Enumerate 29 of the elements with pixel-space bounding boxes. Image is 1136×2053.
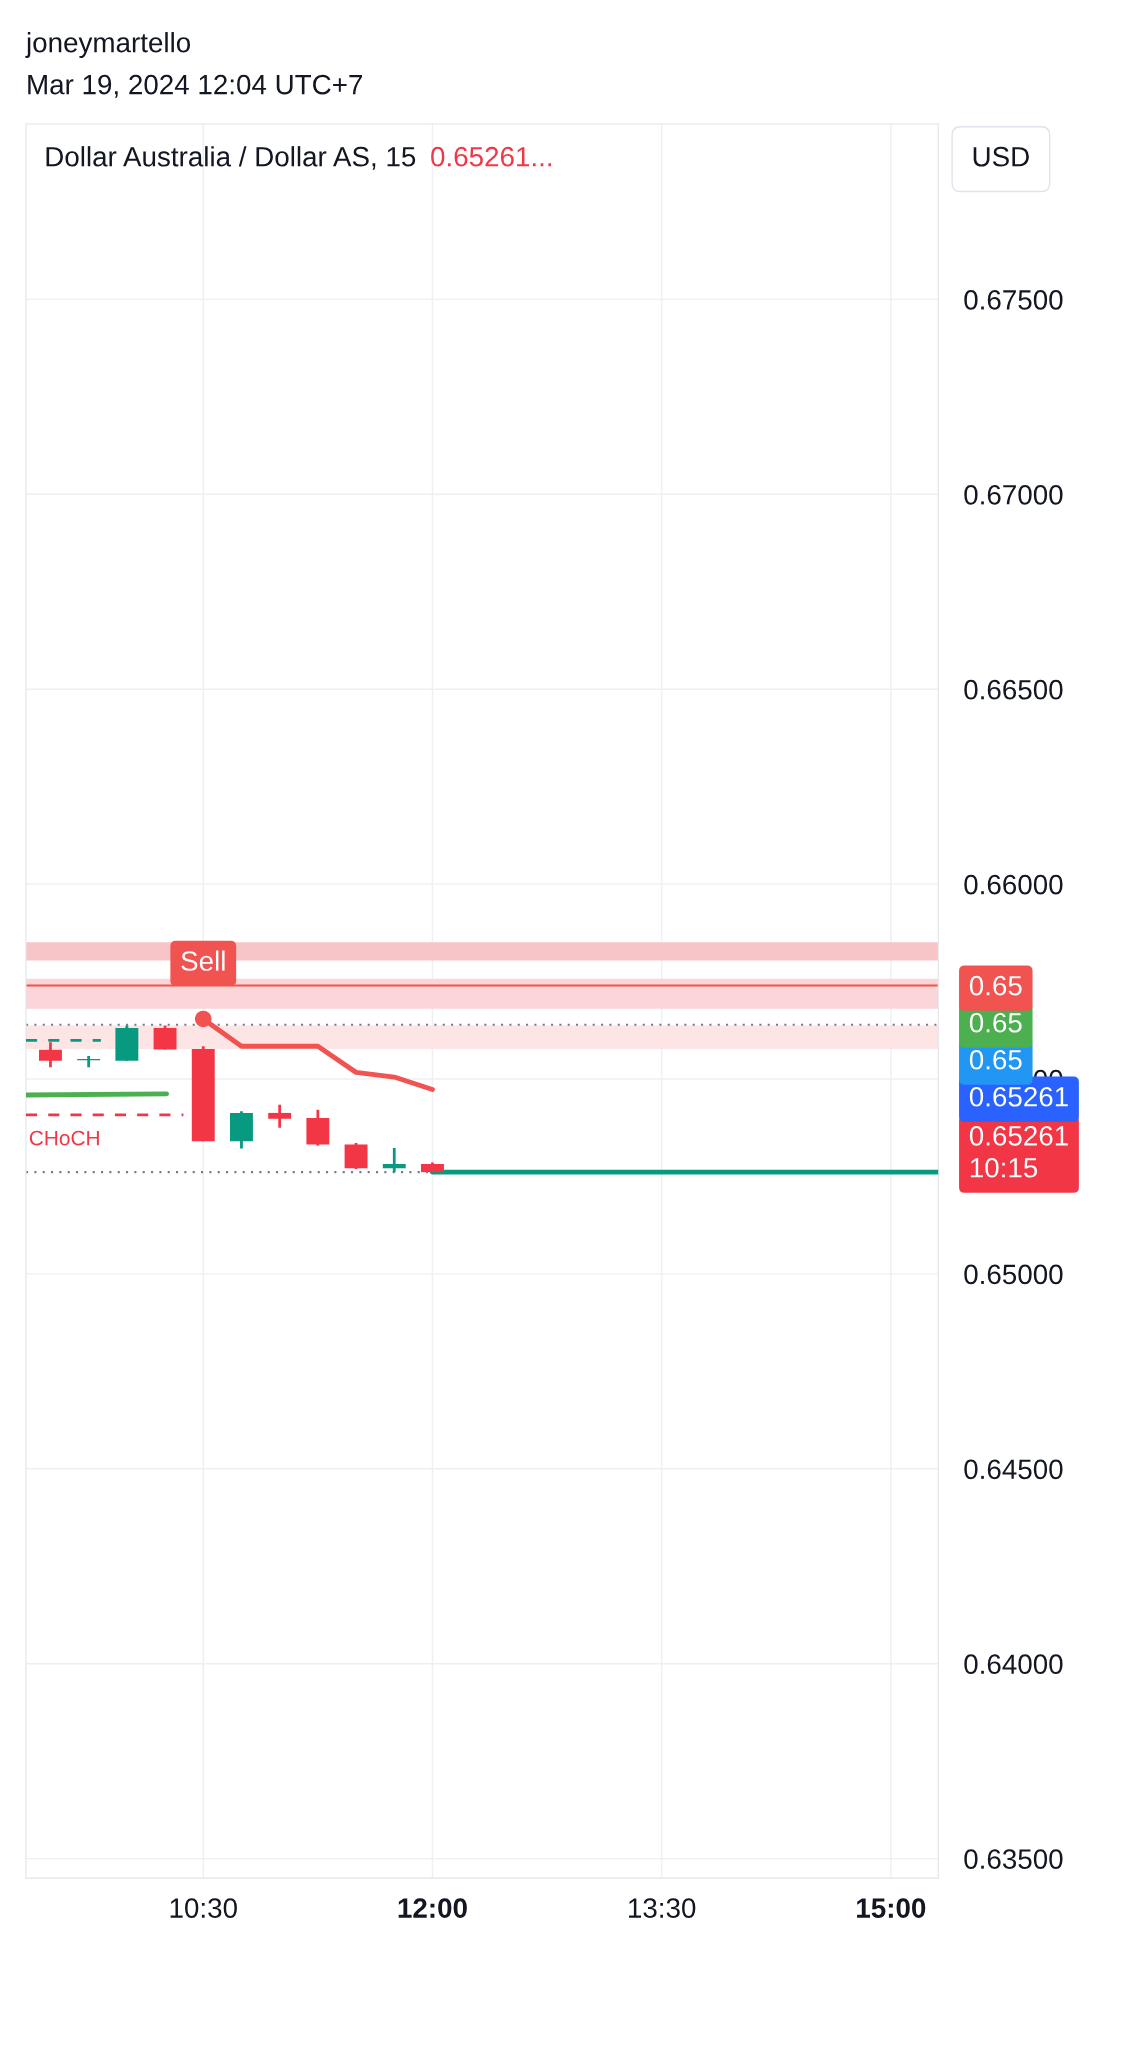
annotation: Sell [181, 950, 225, 971]
annotation: CHoCH [29, 1130, 99, 1146]
text: Dollar Australia / Dollar AS, 15 [46, 146, 416, 170]
candlestick [39, 1040, 62, 1069]
y-tick-label: 0.65000 [964, 1264, 1063, 1285]
x-tick-label: 10:30 [170, 1898, 237, 1918]
y-tick-label: 0.63500 [964, 1849, 1063, 1869]
y-tick-label: 0.64000 [964, 1654, 1063, 1675]
x-tick-label: 15:00 [857, 1898, 926, 1918]
y-tick-label: 0.66000 [964, 874, 1063, 895]
candlestick [268, 1103, 292, 1130]
y-tick-label: 0.67500 [964, 290, 1063, 310]
text: 0.65 [969, 975, 1022, 996]
y-axis-title: USD [973, 146, 1029, 167]
y-tick-label: 0.67000 [964, 484, 1063, 505]
candlestick [344, 1141, 368, 1171]
x-tick-label: 13:30 [629, 1898, 696, 1918]
text: 0.65261... [431, 146, 552, 167]
text: 0.65 [969, 1049, 1022, 1070]
text: 0.65261 [969, 1086, 1068, 1107]
text: Mar 19, 2024 12:04 UTC+7 [28, 74, 362, 98]
text: joneymartello [25, 32, 191, 58]
y-tick-label: 0.64500 [964, 1459, 1063, 1480]
text: 0.65 [969, 1012, 1022, 1033]
x-tick-label: 12:00 [398, 1898, 467, 1918]
y-tick-label: 0.66500 [964, 679, 1063, 700]
text: 10:15 [970, 1157, 1038, 1178]
text: 0.65261 [969, 1126, 1068, 1146]
candlestick [382, 1146, 406, 1174]
